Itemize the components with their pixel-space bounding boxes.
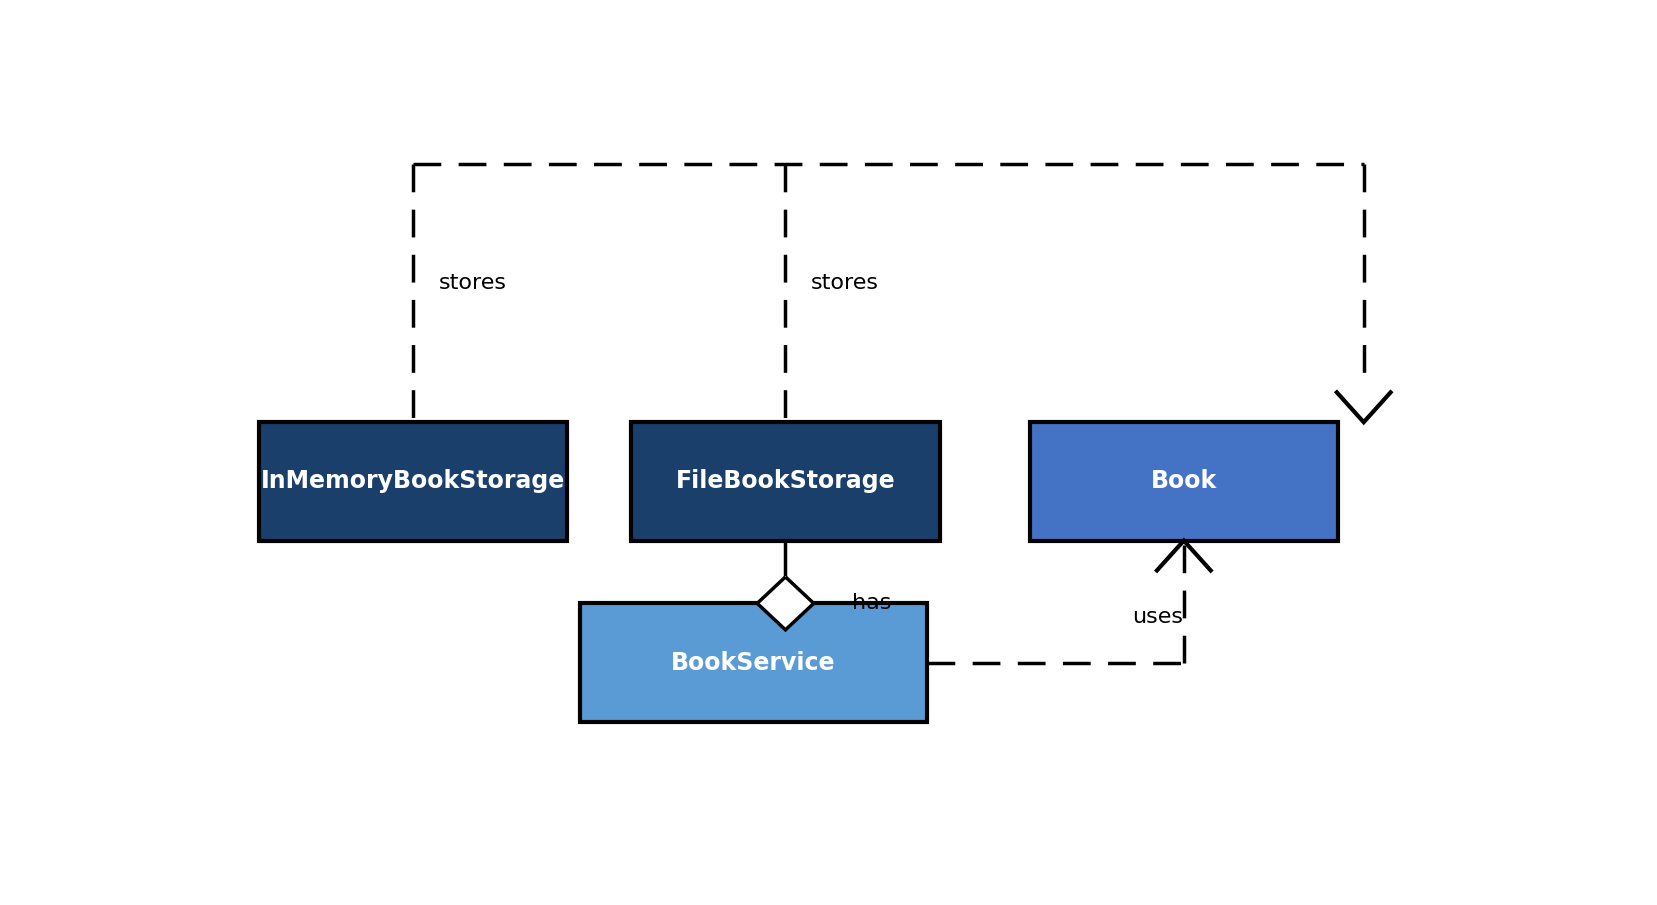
Text: stores: stores [437,272,507,293]
Text: BookService: BookService [671,651,835,674]
Text: stores: stores [810,272,878,293]
FancyBboxPatch shape [631,422,940,540]
Text: uses: uses [1132,607,1183,627]
FancyBboxPatch shape [1029,422,1337,540]
FancyBboxPatch shape [580,604,926,722]
Text: FileBookStorage: FileBookStorage [676,470,895,493]
Text: Book: Book [1150,470,1216,493]
Polygon shape [757,576,814,630]
Text: InMemoryBookStorage: InMemoryBookStorage [260,470,565,493]
Text: has: has [852,594,891,614]
FancyBboxPatch shape [258,422,567,540]
